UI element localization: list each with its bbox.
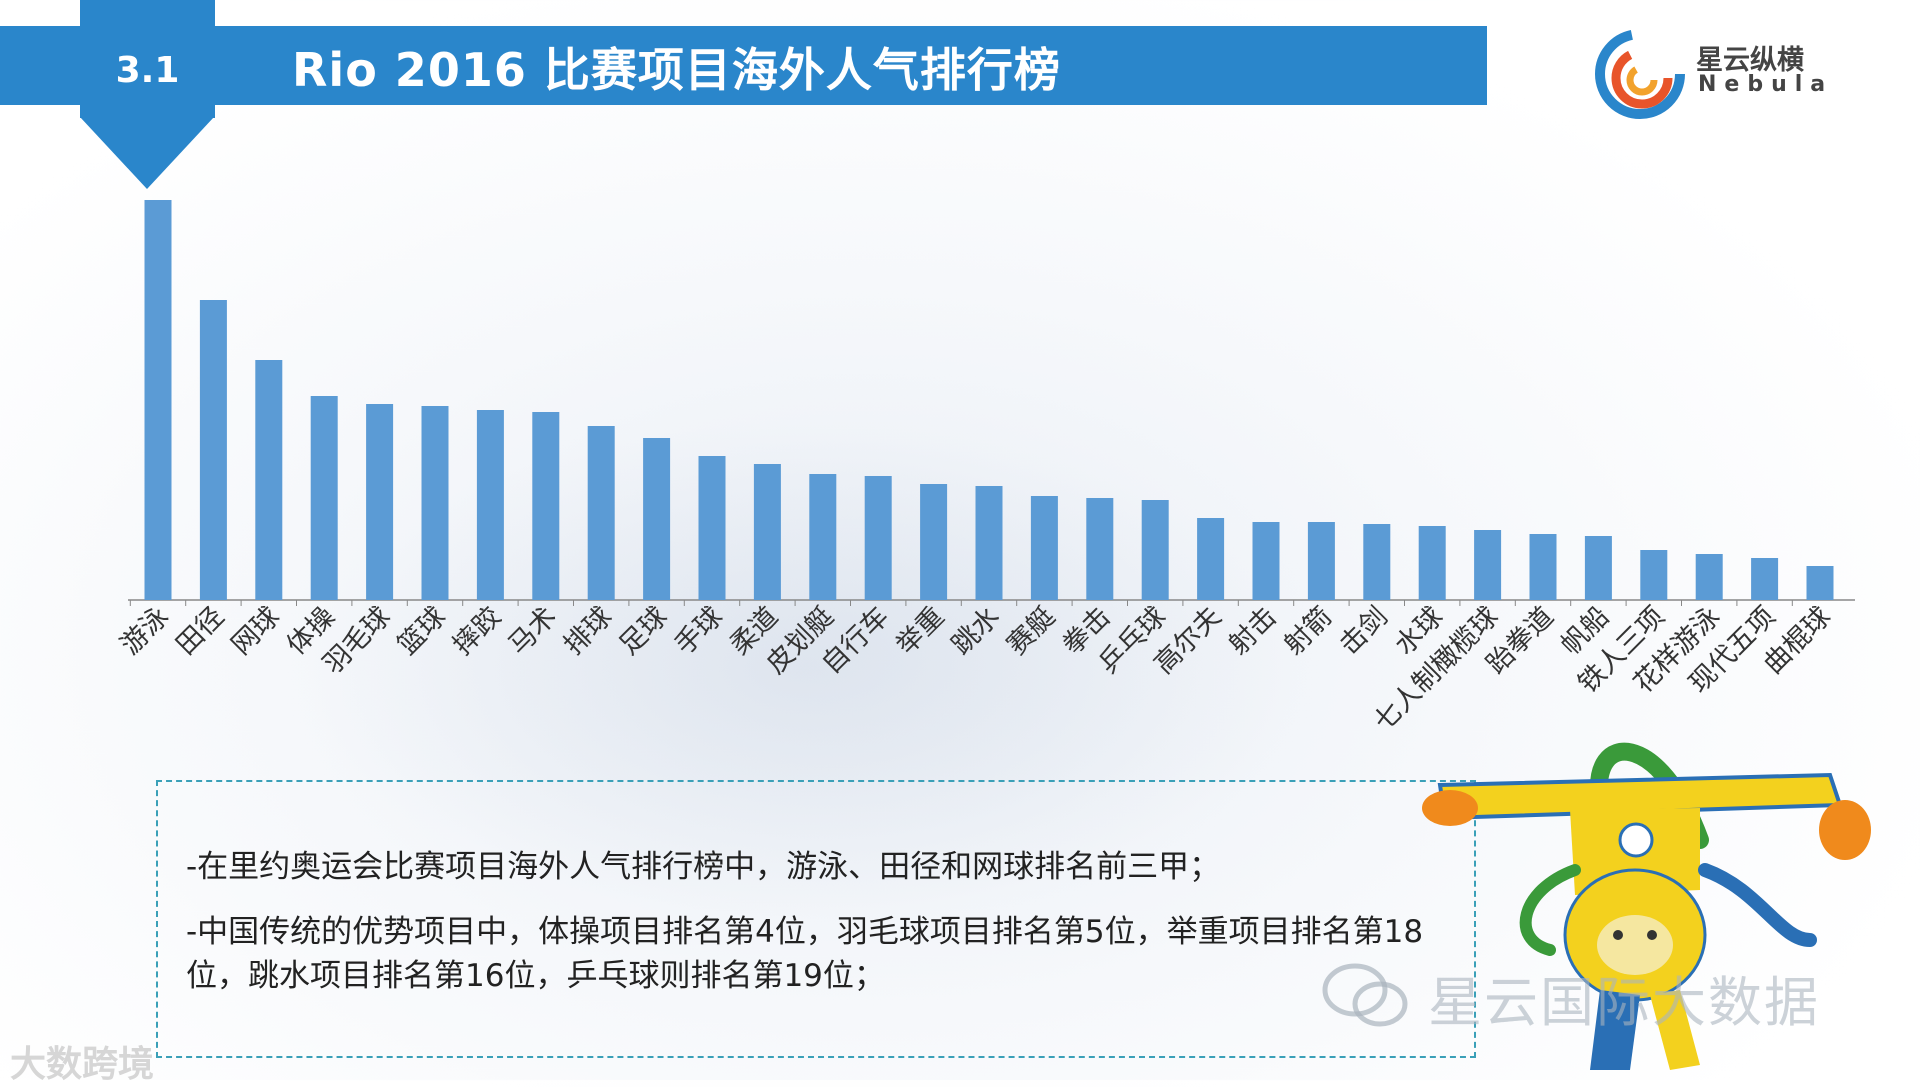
x-tick-label: 游泳 [115, 601, 175, 661]
logo-name-en: Nebula [1698, 72, 1834, 97]
bar-11 [753, 464, 781, 600]
corner-watermark: 大数跨境 [10, 1044, 155, 1085]
bar-28 [1695, 554, 1723, 600]
bar-15 [975, 486, 1003, 600]
bar-26 [1584, 536, 1612, 600]
bar-19 [1197, 518, 1225, 600]
x-tick-label: 手球 [669, 601, 729, 661]
x-tick-label: 击剑 [1334, 601, 1394, 661]
bar-27 [1640, 550, 1668, 600]
bar-17 [1086, 498, 1114, 600]
bar-8 [587, 426, 615, 600]
bar-29 [1751, 558, 1779, 600]
bar-22 [1363, 524, 1391, 600]
note-line-2: -中国传统的优势项目中，体操项目排名第4位，羽毛球项目排名第5位，举重项目排名第… [186, 914, 1424, 994]
x-tick-label: 跳水 [946, 601, 1006, 661]
bar-7 [532, 412, 560, 600]
bar-0 [144, 200, 172, 600]
page-title: Rio 2016 比赛项目海外人气排行榜 [292, 43, 1061, 97]
bar-1 [199, 300, 227, 600]
bar-12 [809, 474, 837, 600]
section-number: 3.1 [115, 50, 180, 91]
bar-24 [1474, 530, 1502, 600]
x-tick-label: 足球 [613, 601, 673, 661]
bar-23 [1418, 526, 1446, 600]
bar-2 [255, 360, 283, 600]
x-tick-label: 射击 [1223, 601, 1283, 661]
x-tick-label: 射箭 [1278, 601, 1338, 661]
bar-30 [1806, 566, 1834, 600]
header-banner [0, 26, 1487, 105]
wechat-icon [1322, 963, 1408, 1027]
x-tick-label: 马术 [503, 601, 563, 661]
x-tick-label: 网球 [226, 601, 286, 661]
background-swirl [300, 420, 1300, 920]
section-tab [80, 0, 215, 118]
notes-box [156, 780, 1476, 1058]
x-tick-label: 篮球 [392, 601, 452, 661]
bar-18 [1141, 500, 1169, 600]
logo-name-cn: 星云纵横 [1696, 45, 1804, 76]
watermark-text: 星云国际大数据 [1428, 971, 1820, 1034]
bar-25 [1529, 534, 1557, 600]
bar-9 [643, 438, 671, 600]
x-tick-label: 田径 [170, 601, 230, 661]
bar-6 [476, 410, 504, 600]
note-line-1: -在里约奥运会比赛项目海外人气排行榜中，游泳、田径和网球排名前三甲； [186, 849, 1221, 885]
bar-3 [310, 396, 338, 600]
bar-20 [1252, 522, 1280, 600]
x-tick-label: 摔跤 [447, 601, 507, 661]
bar-16 [1030, 496, 1058, 600]
section-arrow [80, 117, 214, 189]
bar-10 [698, 456, 726, 600]
x-tick-label: 举重 [890, 601, 950, 661]
bar-13 [864, 476, 892, 600]
x-tick-label: 赛艇 [1001, 601, 1061, 661]
bar-14 [920, 484, 948, 600]
bar-21 [1307, 522, 1335, 600]
vinicius-mascot-icon [1422, 742, 1871, 1070]
bar-5 [421, 406, 449, 600]
bar-4 [366, 404, 394, 600]
x-tick-label: 排球 [558, 601, 618, 661]
nebula-logo-icon [1595, 29, 1685, 119]
